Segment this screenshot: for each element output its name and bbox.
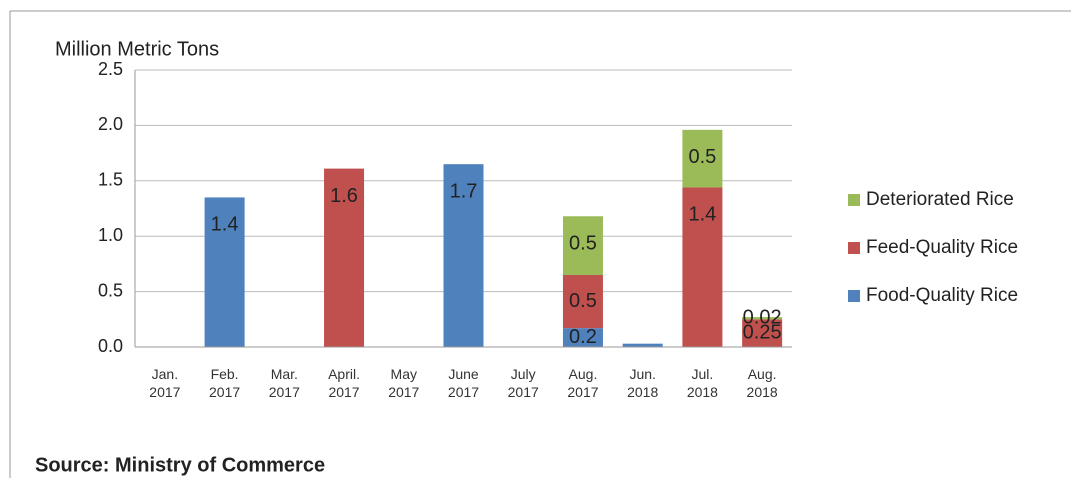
source: Source: Ministry of Commerce bbox=[35, 454, 325, 476]
bar-segment bbox=[682, 129, 723, 188]
bar-segment bbox=[324, 168, 365, 347]
legend-swatch bbox=[848, 194, 860, 206]
x-tick-label: July 2017 bbox=[507, 366, 539, 400]
y-tick-label: 2.0 bbox=[98, 114, 123, 134]
x-tick-label: June 2017 bbox=[447, 366, 480, 400]
bar-segment bbox=[562, 216, 603, 275]
legend-swatch bbox=[848, 290, 860, 302]
data-label: 1.6 bbox=[330, 185, 358, 207]
legend-label: Feed-Quality Rice bbox=[866, 237, 1018, 258]
bar-segment bbox=[443, 164, 484, 347]
data-label: 0.02 bbox=[743, 306, 782, 328]
data-label: 0.2 bbox=[569, 326, 597, 348]
bar-segment bbox=[562, 274, 603, 329]
x-tick-label: Aug. 2017 bbox=[567, 366, 599, 400]
bar-segment bbox=[562, 328, 603, 347]
x-tick-label: Jan. 2017 bbox=[149, 366, 181, 400]
x-tick-label: Jun. 2018 bbox=[627, 366, 659, 400]
data-label: 1.4 bbox=[211, 214, 239, 236]
y-tick-label: 0.0 bbox=[98, 336, 123, 356]
legend-label: Food-Quality Rice bbox=[866, 285, 1018, 306]
legend-swatch bbox=[848, 242, 860, 254]
bar-segment bbox=[742, 319, 783, 347]
y-tick-label: 1.5 bbox=[98, 170, 123, 190]
bar-segment bbox=[742, 317, 783, 320]
x-tick-label: Mar. 2017 bbox=[268, 366, 300, 400]
data-label: 1.7 bbox=[450, 180, 478, 202]
data-label: 0.5 bbox=[569, 233, 597, 255]
y-axis-title: Million Metric Tons bbox=[55, 38, 219, 60]
y-tick-label: 1.0 bbox=[98, 225, 123, 245]
x-tick-label: Jul. 2018 bbox=[686, 366, 718, 400]
y-tick-label: 0.5 bbox=[98, 280, 123, 300]
x-tick-label: May 2017 bbox=[388, 366, 420, 400]
x-tick-label: April. 2017 bbox=[328, 366, 360, 400]
bar-segment bbox=[682, 187, 723, 347]
data-label: 0.5 bbox=[689, 146, 717, 168]
x-tick-label: Aug. 2018 bbox=[746, 366, 778, 400]
legend-label: Deteriorated Rice bbox=[866, 189, 1014, 210]
y-tick-label: 2.5 bbox=[98, 59, 123, 79]
x-tick-label: Feb. 2017 bbox=[209, 366, 241, 400]
bar-segment bbox=[622, 343, 663, 347]
data-label: 0.25 bbox=[743, 321, 782, 343]
bar-segment bbox=[204, 197, 245, 347]
data-label: 1.4 bbox=[689, 204, 717, 226]
data-label: 0.5 bbox=[569, 290, 597, 312]
